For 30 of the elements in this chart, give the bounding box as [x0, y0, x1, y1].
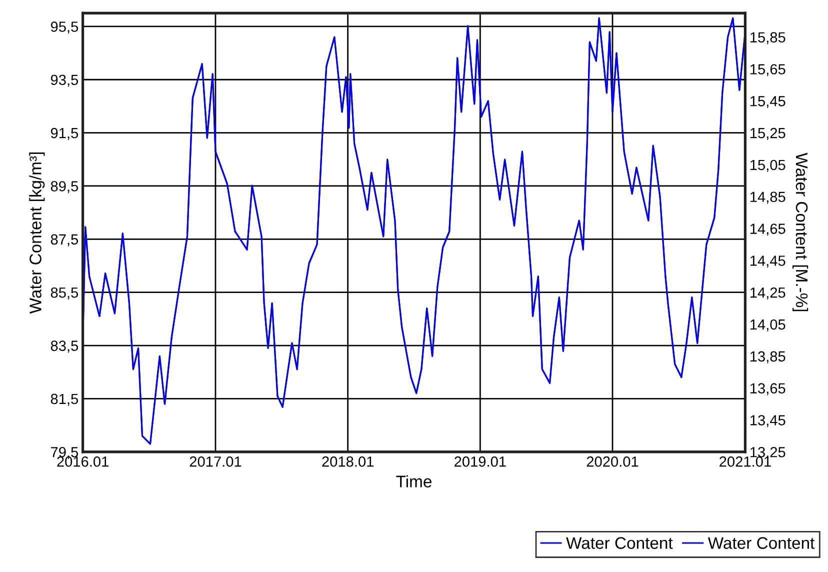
legend-label: Water Content — [566, 537, 673, 549]
y2-tick-label: 14,45 — [750, 256, 786, 268]
y2-tick-label: 14,05 — [750, 319, 786, 332]
y2-tick-label: 15,25 — [750, 128, 786, 140]
y2-tick-label: 14,25 — [750, 287, 786, 300]
y2-axis-title: Water Content [M.-%] — [792, 152, 808, 312]
y-tick-label: 87,5 — [50, 234, 78, 246]
y-tick-label: 83,5 — [50, 340, 78, 353]
y2-tick-label: 15,05 — [750, 160, 786, 172]
y2-tick-label: 15,45 — [750, 96, 786, 108]
y-tick-label: 85,5 — [50, 287, 78, 300]
x-tick-label: 2019.01 — [454, 456, 506, 467]
y2-tick-label: 14,85 — [750, 192, 786, 204]
y2-tick-label: 13,45 — [750, 415, 786, 428]
x-axis-title: Time — [396, 475, 432, 488]
y2-tick-label: 15,85 — [750, 32, 786, 44]
y-tick-label: 95,5 — [50, 22, 78, 34]
y-tick-label: 89,5 — [50, 181, 78, 194]
y-tick-label: 81,5 — [50, 394, 78, 406]
y2-tick-label: 13,85 — [750, 351, 786, 364]
y2-tick-label: 13,65 — [750, 383, 786, 396]
x-tick-label: 2017.01 — [190, 456, 242, 467]
y2-tick-label: 14,65 — [750, 224, 786, 236]
y-axis-title: Water Content [kg/m³] — [29, 152, 45, 314]
y2-tick-label: 15,65 — [750, 64, 786, 76]
x-tick-label: 2020.01 — [586, 456, 638, 467]
x-tick-label: 2018.01 — [322, 456, 374, 467]
y-tick-label: 91,5 — [50, 128, 78, 140]
legend-label: Water Content — [708, 537, 815, 549]
y-tick-label: 93,5 — [50, 74, 78, 87]
